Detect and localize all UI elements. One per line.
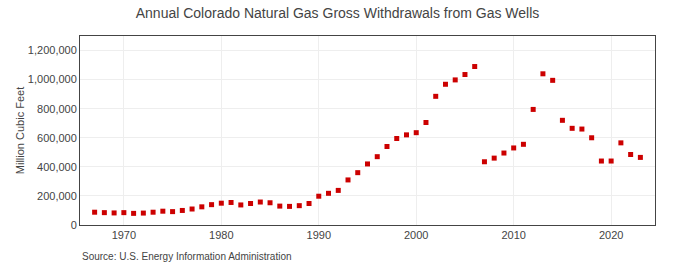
svg-text:600,000: 600,000 <box>37 132 77 144</box>
svg-text:2000: 2000 <box>404 229 428 241</box>
svg-text:800,000: 800,000 <box>37 103 77 115</box>
svg-text:200,000: 200,000 <box>37 190 77 202</box>
svg-text:Source: U.S. Energy Informatio: Source: U.S. Energy Information Administ… <box>82 251 292 262</box>
svg-text:1970: 1970 <box>112 229 136 241</box>
svg-text:1,000,000: 1,000,000 <box>28 73 77 85</box>
svg-text:1990: 1990 <box>307 229 331 241</box>
svg-text:1980: 1980 <box>209 229 233 241</box>
svg-text:400,000: 400,000 <box>37 161 77 173</box>
svg-text:1,200,000: 1,200,000 <box>28 44 77 56</box>
svg-text:Annual Colorado Natural Gas Gr: Annual Colorado Natural Gas Gross Withdr… <box>136 5 540 21</box>
svg-text:0: 0 <box>71 219 77 231</box>
svg-text:2010: 2010 <box>501 229 525 241</box>
svg-text:2020: 2020 <box>599 229 623 241</box>
svg-text:Million Cubic Feet: Million Cubic Feet <box>14 87 26 174</box>
